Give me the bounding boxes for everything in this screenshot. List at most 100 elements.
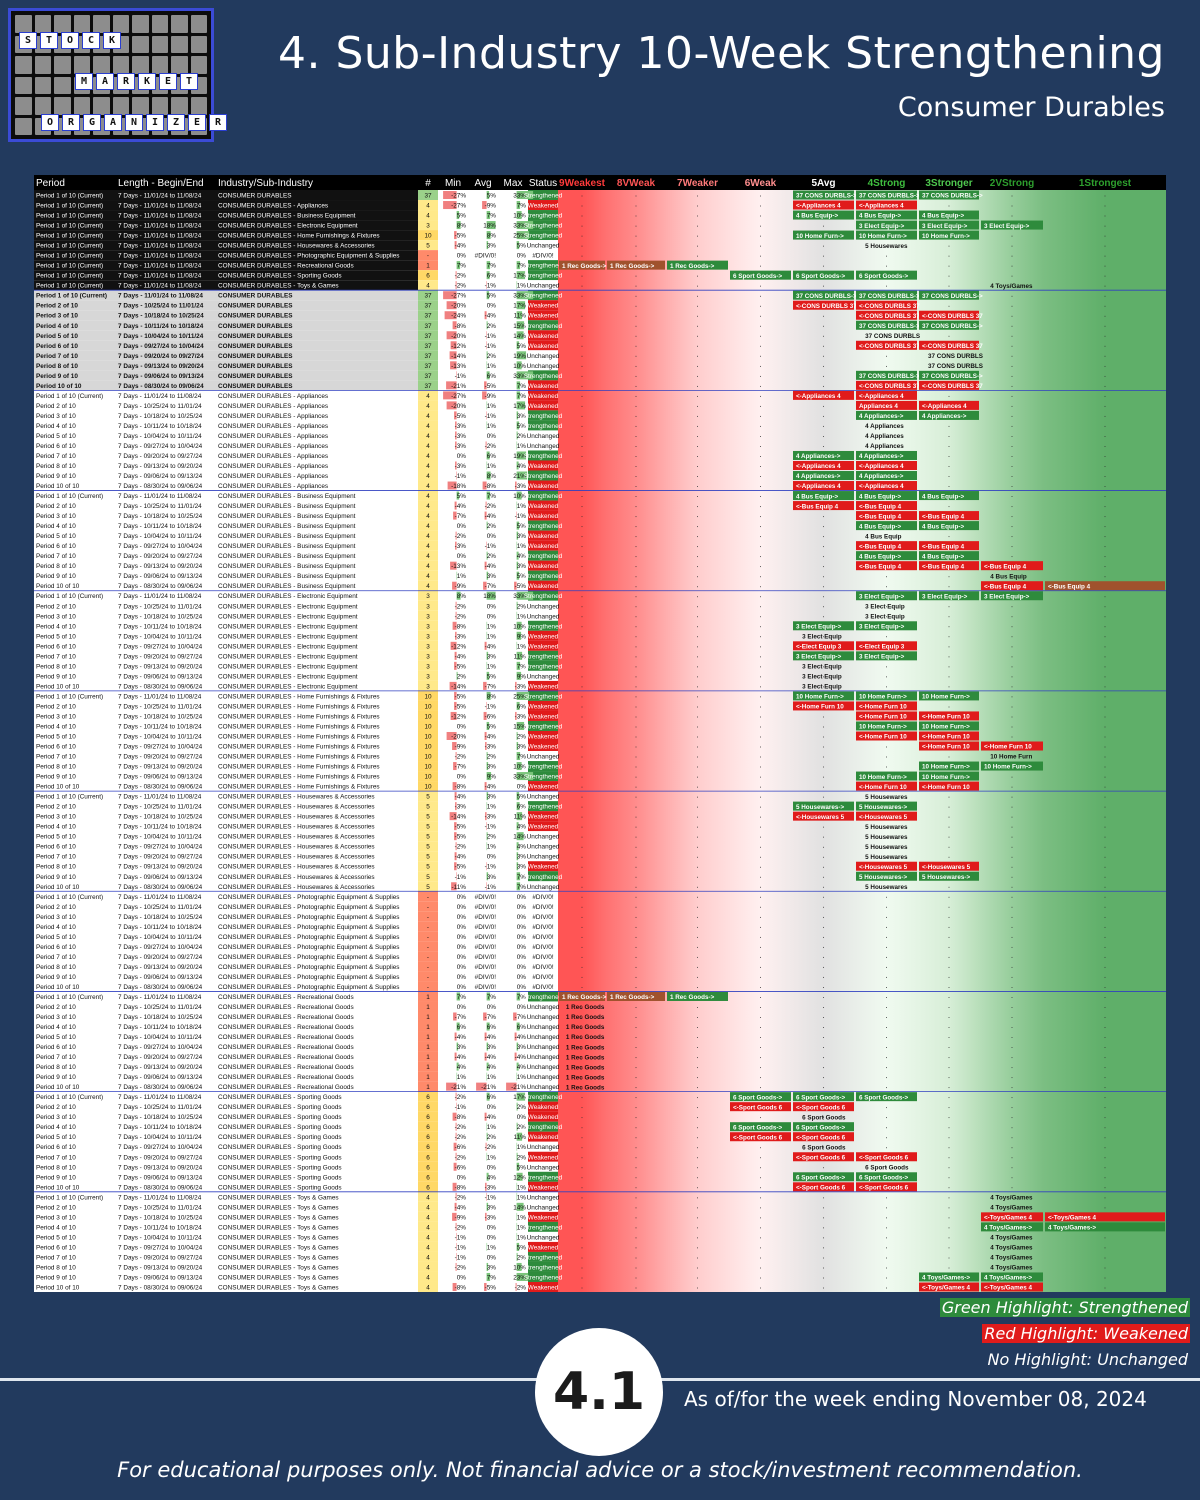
- strength-chip-label: <-Sport Goods 6: [859, 1154, 909, 1161]
- count-cell: 3: [426, 603, 430, 610]
- period-cell: Period 9 of 10: [36, 473, 76, 480]
- value-cell: -5%: [455, 824, 467, 831]
- dot-marker: [760, 586, 761, 588]
- value-cell: -2%: [515, 1284, 527, 1291]
- period-cell: Period 2 of 10: [36, 1104, 76, 1111]
- value-bar: [484, 1052, 487, 1061]
- value-cell: -2%: [485, 503, 497, 510]
- industry-cell: CONSUMER DURABLES - Recreational Goods: [218, 1004, 354, 1011]
- value-cell: -4%: [485, 313, 497, 320]
- dot-marker: [1011, 455, 1013, 457]
- strength-chip-label: 3 Elect Equip->: [859, 623, 905, 630]
- status-cell-bg: [528, 1191, 558, 1202]
- dot-marker: [697, 586, 698, 588]
- value-cell: 6%: [517, 804, 527, 811]
- period-cell: Period 8 of 10: [36, 764, 76, 771]
- dot-marker: [581, 385, 583, 387]
- row-bg: [34, 1171, 418, 1182]
- dot-marker: [697, 646, 698, 648]
- dot-marker: [1011, 255, 1013, 257]
- row-bg: [34, 610, 418, 621]
- dot-marker: [948, 686, 950, 688]
- dot-marker: [1104, 415, 1106, 417]
- dot-marker: [823, 285, 824, 287]
- dot-marker: [1104, 516, 1106, 518]
- value-cell: 5%: [517, 423, 527, 430]
- dot-marker: [697, 195, 698, 197]
- dot-marker: [697, 926, 698, 928]
- count-cell-bg: [418, 590, 438, 601]
- value-cell: #DIV/0!: [475, 944, 497, 951]
- status-cell-bg: [528, 210, 558, 221]
- status-cell-bg: [528, 921, 558, 932]
- value-bar: [455, 531, 457, 540]
- period-cell: Period 9 of 10: [36, 573, 76, 580]
- dot-marker: [886, 1287, 887, 1289]
- value-bar: [486, 1172, 489, 1181]
- dot-marker: [581, 1287, 583, 1289]
- count-cell-bg: [418, 410, 438, 421]
- dot-marker: [948, 966, 950, 968]
- row-bg: [34, 640, 418, 651]
- value-bar: [456, 211, 460, 220]
- dot-marker: [635, 896, 637, 898]
- dot-marker: [760, 606, 761, 608]
- row-bg: [34, 851, 418, 862]
- dot-marker: [1011, 425, 1013, 427]
- dot-marker: [581, 455, 583, 457]
- value-bar: [456, 1042, 459, 1051]
- status-cell: Weakened: [528, 824, 559, 831]
- status-cell-bg: [528, 520, 558, 531]
- industry-cell: CONSUMER DURABLES - Home Furnishings & F…: [218, 713, 380, 720]
- status-cell-bg: [528, 700, 558, 711]
- value-bar: [486, 1132, 488, 1141]
- value-cell: -2%: [455, 613, 467, 620]
- count-cell-bg: [418, 861, 438, 872]
- value-bar: [485, 742, 487, 751]
- strength-chip: [793, 481, 854, 491]
- status-cell: Strengthened: [524, 1264, 563, 1271]
- value-cell: -14%: [451, 814, 466, 821]
- value-bar: [515, 481, 517, 490]
- dot-marker: [581, 1167, 583, 1169]
- dot-marker: [760, 476, 761, 478]
- dot-marker: [760, 896, 761, 898]
- dot-marker: [1104, 1257, 1106, 1259]
- value-cell: 1%: [487, 1124, 497, 1131]
- dot-marker: [948, 1247, 950, 1249]
- status-cell-bg: [528, 650, 558, 661]
- value-cell: -21%: [481, 1084, 496, 1091]
- dot-marker: [635, 1117, 637, 1119]
- dot-marker: [886, 435, 887, 437]
- value-cell: -20%: [451, 303, 466, 310]
- dot-marker: [635, 325, 637, 327]
- value-bar: [454, 231, 457, 240]
- strength-chip-label: <-Elect Equip 3: [796, 644, 842, 651]
- value-cell: 7%: [487, 1274, 497, 1281]
- count-cell-bg: [418, 1121, 438, 1132]
- industry-cell: CONSUMER DURABLES - Toys & Games: [218, 1204, 339, 1211]
- status-cell: Weakened: [528, 1134, 559, 1141]
- period-cell: Period 8 of 10: [36, 663, 76, 670]
- length-cell: 7 Days - 10/11/24 to 10/18/24: [118, 523, 202, 530]
- value-bar: [516, 1242, 520, 1251]
- value-cell: -5%: [515, 583, 527, 590]
- dot-marker: [697, 986, 698, 988]
- dot-marker: [886, 1227, 887, 1229]
- dot-marker: [1104, 866, 1106, 868]
- count-cell: 1: [426, 1064, 430, 1071]
- dot-marker: [1011, 305, 1013, 307]
- length-cell: 7 Days - 09/20/24 to 09/27/24: [118, 553, 203, 560]
- count-cell-bg: [418, 480, 438, 491]
- dot-marker: [1011, 1137, 1013, 1139]
- count-cell-bg: [418, 530, 438, 541]
- dot-marker: [697, 365, 698, 367]
- value-bar: [485, 501, 487, 510]
- value-cell: 1%: [487, 463, 497, 470]
- strength-chip-label: 37 CONS DURBLS->: [922, 373, 983, 380]
- value-bar: [516, 301, 526, 310]
- logo-tile: [112, 15, 129, 33]
- value-cell: -6%: [455, 1164, 467, 1171]
- length-cell: 7 Days - 10/11/24 to 10/18/24: [118, 323, 204, 330]
- strength-chip-label: 3 Elect Equip: [802, 674, 842, 681]
